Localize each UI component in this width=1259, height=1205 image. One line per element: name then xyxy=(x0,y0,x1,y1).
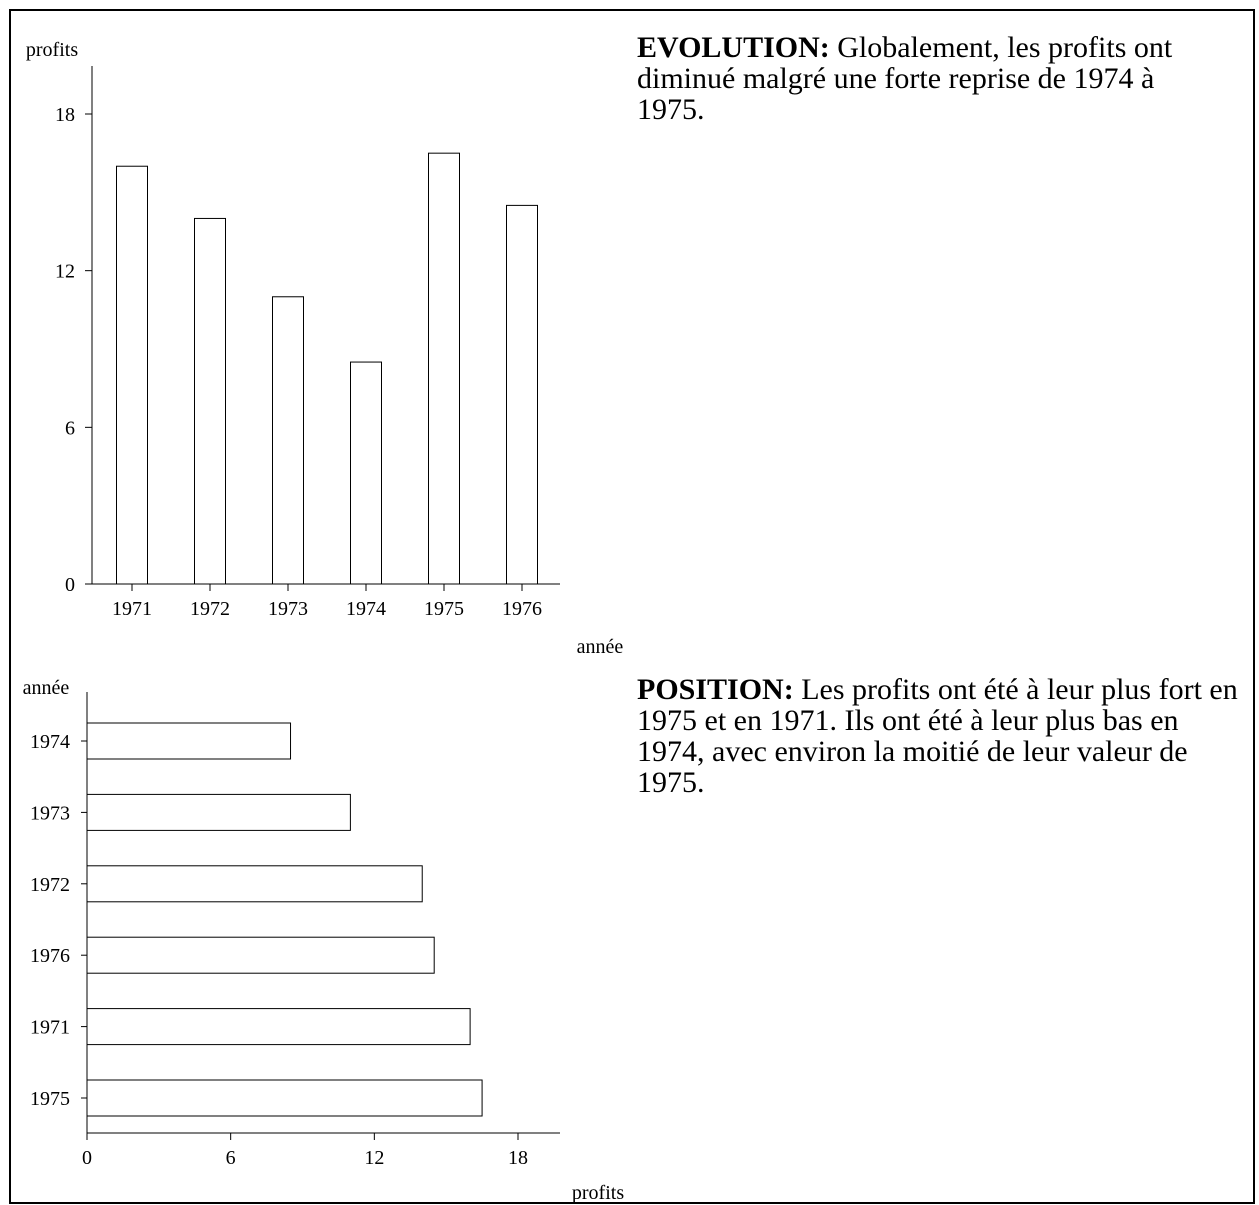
bar-1972 xyxy=(194,217,226,585)
x-tick-label: 1971 xyxy=(112,598,152,620)
bar-1971 xyxy=(86,1008,471,1046)
y-tick-label: 0 xyxy=(65,574,75,596)
bar-1973 xyxy=(86,793,351,831)
y-tick-label: 1974 xyxy=(30,731,70,753)
figure-frame xyxy=(9,9,1255,1204)
y-tick-label: 1973 xyxy=(30,802,70,824)
y-axis-title: profits xyxy=(26,39,78,61)
bar-1973 xyxy=(272,296,304,585)
y-axis-title: année xyxy=(23,677,70,699)
y-tick-label: 1975 xyxy=(30,1088,70,1110)
bar-1975 xyxy=(86,1079,483,1117)
x-tick-label: 1975 xyxy=(424,598,464,620)
bar-1974 xyxy=(350,361,382,585)
evolution-heading: EVOLUTION: xyxy=(637,31,830,64)
evolution-body: Globalement, les profits ont diminué mal… xyxy=(637,31,1173,126)
x-tick-label: 1973 xyxy=(268,598,308,620)
bar-1975 xyxy=(428,152,460,585)
x-tick-label: 18 xyxy=(508,1147,528,1169)
x-tick-label: 1976 xyxy=(502,598,542,620)
position-body: Les profits ont été à leur plus fort en … xyxy=(637,673,1238,799)
y-tick-label: 1972 xyxy=(30,874,70,896)
x-tick-label: 0 xyxy=(82,1147,92,1169)
y-tick-label: 6 xyxy=(65,417,75,439)
y-tick-label: 12 xyxy=(55,261,75,283)
y-tick-label: 1976 xyxy=(30,945,70,967)
position-heading: POSITION: xyxy=(637,673,794,706)
bar-1971 xyxy=(116,165,148,585)
x-tick-label: 1972 xyxy=(190,598,230,620)
x-axis-title: année xyxy=(577,636,624,658)
x-axis-title: profits xyxy=(572,1182,624,1204)
y-tick-label: 18 xyxy=(55,104,75,126)
bar-1976 xyxy=(506,204,538,585)
vertical-bar-chart: 0 6 12 18 1971 1972 1973 1974 1975 1976 profits ann… xyxy=(26,39,624,658)
bar-1976 xyxy=(86,936,435,974)
evolution-text: EVOLUTION: Globalement, les profits ont … xyxy=(637,32,1227,125)
horizontal-bar-chart: 0 6 12 18 1974 1973 1972 1976 1971 1975 année profi… xyxy=(23,677,625,1204)
x-tick-label: 6 xyxy=(226,1147,236,1169)
y-tick-label: 1971 xyxy=(30,1017,70,1039)
bar-1972 xyxy=(86,865,423,903)
x-tick-label: 1974 xyxy=(346,598,386,620)
x-tick-label: 12 xyxy=(364,1147,384,1169)
bar-1974 xyxy=(86,722,292,760)
position-text: POSITION: Les profits ont été à leur plu… xyxy=(637,674,1242,798)
